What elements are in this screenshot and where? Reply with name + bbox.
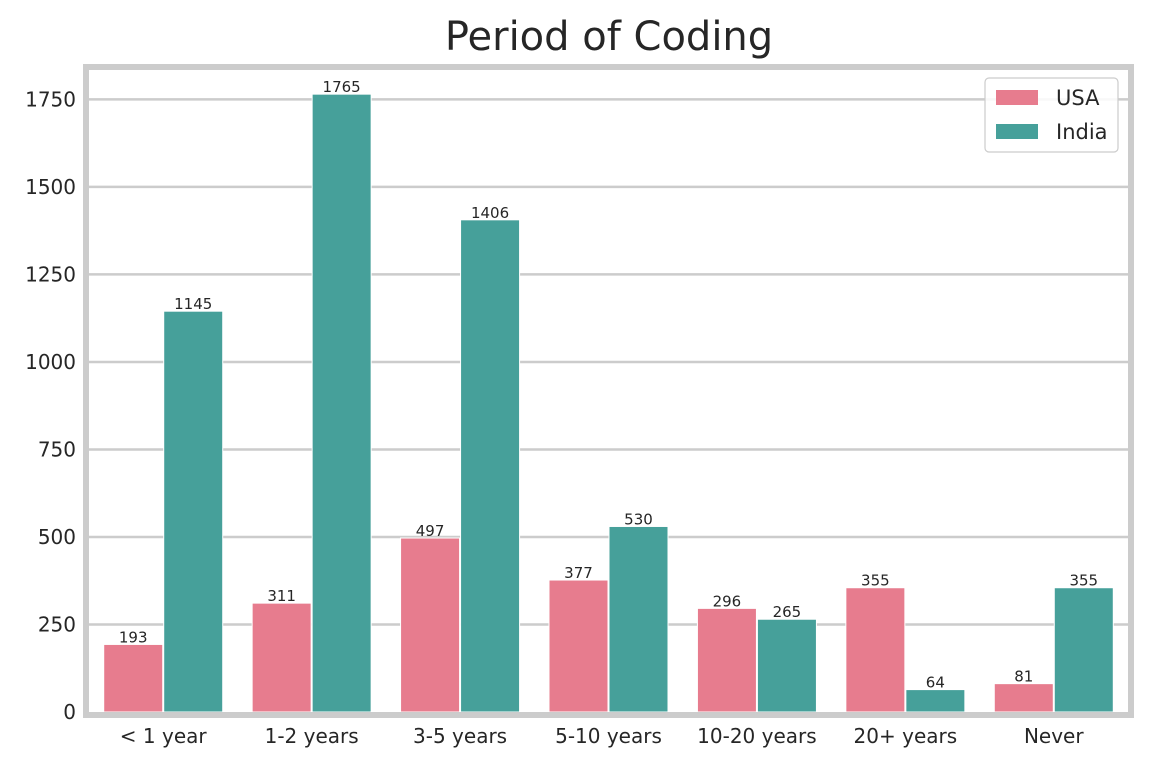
data-label: 64 <box>926 674 945 692</box>
legend: USA India <box>984 77 1119 153</box>
data-label: 296 <box>713 592 742 610</box>
data-label: 265 <box>773 603 802 621</box>
data-label: 497 <box>416 522 445 540</box>
data-label: 1145 <box>174 295 212 313</box>
y-tick-label: 250 <box>38 612 76 636</box>
bar-india <box>311 93 372 713</box>
legend-swatch-india <box>996 124 1038 139</box>
y-tick-label: 1250 <box>25 262 76 286</box>
y-tick-label: 1000 <box>25 350 76 374</box>
x-tick-label: 1-2 years <box>265 724 359 748</box>
y-tick-label: 1500 <box>25 175 76 199</box>
legend-label-usa: USA <box>1056 86 1100 110</box>
x-tick-label: 3-5 years <box>413 724 507 748</box>
data-label: 311 <box>267 587 296 605</box>
bar-usa <box>251 602 312 713</box>
x-tick-label: 10-20 years <box>697 724 817 748</box>
x-tick-label: < 1 year <box>120 724 208 748</box>
bar-usa <box>696 607 757 713</box>
plot-frame <box>83 64 1134 718</box>
y-axis-ticks: 0 250 500 750 1000 1250 1500 1750 <box>25 87 76 724</box>
bar-usa <box>548 579 609 713</box>
bar-india <box>756 618 817 713</box>
data-label: 1406 <box>471 204 509 222</box>
data-labels: 193 1145 311 1765 497 1406 377 530 296 265 355 64 81… <box>119 78 1098 691</box>
y-tick-label: 1750 <box>25 87 76 111</box>
data-label: 377 <box>564 564 593 582</box>
bar-usa <box>845 587 906 713</box>
data-label: 81 <box>1014 668 1033 686</box>
bar-usa <box>103 643 164 713</box>
legend-swatch-usa <box>996 90 1038 105</box>
data-label: 1765 <box>323 78 361 96</box>
legend-label-india: India <box>1056 120 1108 144</box>
data-label: 355 <box>861 572 890 590</box>
gridlines <box>89 98 1128 626</box>
bar-india <box>163 310 224 713</box>
x-tick-label: 20+ years <box>854 724 958 748</box>
data-label: 355 <box>1069 572 1098 590</box>
data-label: 193 <box>119 628 148 646</box>
y-tick-label: 750 <box>38 437 76 461</box>
bar-india <box>608 525 669 713</box>
y-tick-label: 0 <box>63 700 76 724</box>
bar-india <box>1053 587 1114 713</box>
bar-india <box>460 219 521 713</box>
x-tick-label: Never <box>1024 724 1084 748</box>
x-axis-ticks: < 1 year 1-2 years 3-5 years 5-10 years 10-2… <box>120 724 1085 748</box>
bar-usa <box>993 683 1054 713</box>
bar-india <box>905 689 966 713</box>
y-tick-label: 500 <box>38 525 76 549</box>
data-label: 530 <box>624 510 653 528</box>
chart-title: Period of Coding <box>445 14 773 60</box>
x-tick-label: 5-10 years <box>555 724 662 748</box>
bars <box>103 93 1114 713</box>
bar-usa <box>400 537 461 713</box>
